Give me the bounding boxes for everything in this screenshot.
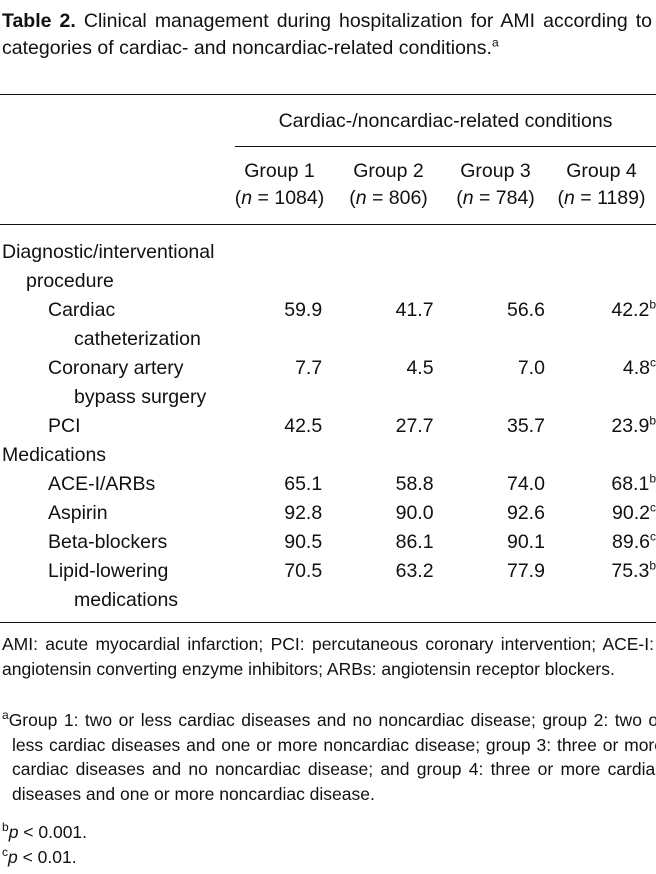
table-row: Coronary artery 7.7 4.5 7.0 4.8c xyxy=(0,354,656,383)
cell: 7.7 xyxy=(295,357,323,379)
footnote-c: cp < 0.01. xyxy=(2,845,77,867)
cell: 90.1 xyxy=(506,531,545,553)
row-label-cont: medications xyxy=(74,589,179,611)
cell: 89.6c xyxy=(612,529,656,554)
table-row-cont: medications xyxy=(0,586,656,615)
cell: 58.8 xyxy=(395,473,434,495)
section-row: Diagnostic/interventional xyxy=(0,238,656,267)
footnote-marker: c xyxy=(650,355,656,370)
row-label-cont: bypass surgery xyxy=(74,386,207,408)
cell: 90.5 xyxy=(284,531,323,553)
cell: 70.5 xyxy=(284,560,323,582)
cell: 4.5 xyxy=(406,357,434,379)
cell: 59.9 xyxy=(284,299,323,321)
cell: 56.6 xyxy=(506,299,545,321)
caption-text: Clinical management during hospitalizati… xyxy=(2,10,652,59)
group-1-name: Group 1 xyxy=(244,160,315,182)
cell: 77.9 xyxy=(506,560,545,582)
section-row: Medications xyxy=(0,441,656,470)
group-3-n: (n = 784) xyxy=(456,187,535,209)
row-label: ACE-I/ARBs xyxy=(48,473,156,495)
group-2-name: Group 2 xyxy=(353,160,424,182)
cell: 65.1 xyxy=(284,473,323,495)
table-row: Beta-blockers 90.5 86.1 90.1 89.6c xyxy=(0,528,656,557)
footnote-marker: b xyxy=(649,297,656,312)
section-procedures-label-cont: procedure xyxy=(26,270,114,292)
table-row: Cardiac 59.9 41.7 56.6 42.2b xyxy=(0,296,656,325)
group-4-name: Group 4 xyxy=(566,160,637,182)
table-row: ACE-I/ARBs 65.1 58.8 74.0 68.1b xyxy=(0,470,656,499)
group-1-header: Group 1 (n = 1084) xyxy=(227,158,332,212)
footnote-b-marker: b xyxy=(2,820,9,835)
group-3-header: Group 3 (n = 784) xyxy=(443,158,548,212)
footnote-marker: c xyxy=(650,529,656,544)
caption-footnote-marker: a xyxy=(491,35,499,50)
cell: 41.7 xyxy=(395,299,434,321)
section-medications-label: Medications xyxy=(2,444,107,466)
cell: 42.2b xyxy=(611,297,656,322)
footnote-marker: c xyxy=(650,500,656,515)
row-label: Coronary artery xyxy=(48,357,184,379)
footnote-b: bp < 0.001. xyxy=(2,820,88,842)
cell: 90.0 xyxy=(395,502,434,524)
cell: 74.0 xyxy=(506,473,545,495)
footnote-abbreviations: AMI: acute myocardial infarction; PCI: p… xyxy=(2,634,654,679)
cell: 27.7 xyxy=(395,415,434,437)
footnote-c-marker: c xyxy=(2,845,8,860)
cell: 75.3b xyxy=(611,558,656,583)
spanning-header-rule xyxy=(235,146,656,147)
cell: 42.5 xyxy=(284,415,323,437)
spanning-header: Cardiac-/noncardiac-related conditions xyxy=(278,110,613,132)
cell: 86.1 xyxy=(395,531,434,553)
footnote-marker: b xyxy=(649,471,656,486)
footnote-marker: b xyxy=(649,558,656,573)
footnote-marker: b xyxy=(649,413,656,428)
section-procedures-label: Diagnostic/interventional xyxy=(2,241,215,263)
table-label: Table 2. xyxy=(2,10,76,32)
cell: 68.1b xyxy=(611,471,656,496)
group-4-n: (n = 1189) xyxy=(557,187,646,209)
cell: 7.0 xyxy=(517,357,545,379)
footnote-a: aGroup 1: two or less cardiac diseases a… xyxy=(2,708,656,806)
section-row: procedure xyxy=(0,267,656,296)
group-1-n: (n = 1084) xyxy=(234,187,325,209)
bottom-rule xyxy=(0,622,656,623)
cell: 23.9b xyxy=(611,413,656,438)
footnote-a-marker: a xyxy=(2,708,9,723)
group-4-header: Group 4 (n = 1189) xyxy=(549,158,654,212)
cell: 92.8 xyxy=(284,502,323,524)
row-label: Beta-blockers xyxy=(48,531,168,553)
table-row: PCI 42.5 27.7 35.7 23.9b xyxy=(0,412,656,441)
table-row-cont: catheterization xyxy=(0,325,656,354)
footnote-b-text: < 0.001. xyxy=(18,822,88,842)
data-table: Diagnostic/interventional procedure Card… xyxy=(0,238,656,615)
group-3-name: Group 3 xyxy=(460,160,531,182)
row-label: Aspirin xyxy=(48,502,108,524)
row-label-cont: catheterization xyxy=(74,328,201,350)
header-bottom-rule xyxy=(0,224,656,225)
table-row: Aspirin 92.8 90.0 92.6 90.2c xyxy=(0,499,656,528)
row-label: Cardiac xyxy=(48,299,116,321)
row-label: Lipid-lowering xyxy=(48,560,169,582)
group-2-n: (n = 806) xyxy=(349,187,428,209)
cell: 90.2c xyxy=(612,500,656,525)
group-2-header: Group 2 (n = 806) xyxy=(336,158,441,212)
footnote-c-text: < 0.01. xyxy=(17,847,77,867)
cell: 92.6 xyxy=(506,502,545,524)
table-row-cont: bypass surgery xyxy=(0,383,656,412)
cell: 4.8c xyxy=(622,355,656,380)
row-label: PCI xyxy=(48,415,81,437)
footnote-a-text: Group 1: two or less cardiac diseases an… xyxy=(8,710,656,804)
top-rule xyxy=(0,94,656,95)
cell: 35.7 xyxy=(506,415,545,437)
cell: 63.2 xyxy=(395,560,434,582)
table-caption: Table 2. Clinical management during hosp… xyxy=(2,8,652,62)
table-row: Lipid-lowering 70.5 63.2 77.9 75.3b xyxy=(0,557,656,586)
